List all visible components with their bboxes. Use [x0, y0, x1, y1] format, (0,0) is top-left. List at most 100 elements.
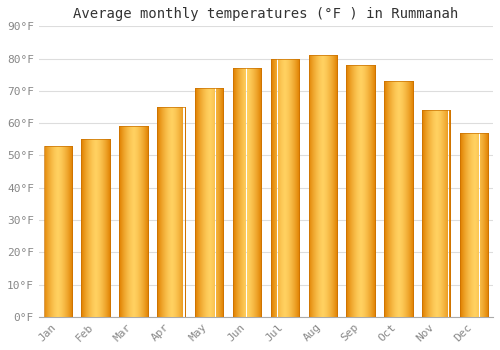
- Bar: [167, 107, 168, 317]
- Bar: [204, 88, 206, 317]
- Bar: [323, 55, 324, 317]
- Bar: [124, 126, 125, 317]
- Bar: [361, 65, 362, 317]
- Bar: [472, 133, 474, 317]
- Bar: [394, 81, 395, 317]
- Bar: [121, 126, 122, 317]
- Bar: [320, 55, 321, 317]
- Bar: [137, 126, 138, 317]
- Bar: [356, 65, 357, 317]
- Bar: [44, 146, 46, 317]
- Bar: [325, 55, 326, 317]
- Bar: [333, 55, 334, 317]
- Bar: [242, 68, 244, 317]
- Bar: [450, 110, 452, 317]
- Bar: [68, 146, 69, 317]
- Bar: [384, 81, 385, 317]
- Bar: [366, 65, 367, 317]
- Bar: [466, 133, 467, 317]
- Bar: [308, 55, 310, 317]
- Bar: [92, 139, 93, 317]
- Bar: [488, 133, 490, 317]
- Bar: [173, 107, 174, 317]
- Bar: [210, 88, 212, 317]
- Bar: [200, 88, 201, 317]
- Bar: [368, 65, 369, 317]
- Bar: [69, 146, 70, 317]
- Bar: [484, 133, 486, 317]
- Bar: [392, 81, 393, 317]
- Bar: [233, 68, 234, 317]
- Bar: [337, 55, 338, 317]
- Bar: [170, 107, 171, 317]
- Bar: [240, 68, 242, 317]
- Bar: [100, 139, 101, 317]
- Bar: [371, 65, 372, 317]
- Bar: [132, 126, 133, 317]
- Bar: [401, 81, 402, 317]
- Bar: [369, 65, 370, 317]
- Bar: [260, 68, 261, 317]
- Bar: [65, 146, 66, 317]
- Bar: [422, 110, 450, 317]
- Bar: [162, 107, 163, 317]
- Bar: [408, 81, 410, 317]
- Bar: [202, 88, 203, 317]
- Bar: [216, 88, 218, 317]
- Bar: [294, 58, 295, 317]
- Bar: [129, 126, 130, 317]
- Bar: [130, 126, 131, 317]
- Bar: [89, 139, 90, 317]
- Bar: [88, 139, 89, 317]
- Bar: [67, 146, 68, 317]
- Bar: [144, 126, 146, 317]
- Bar: [254, 68, 256, 317]
- Bar: [103, 139, 104, 317]
- Bar: [358, 65, 359, 317]
- Bar: [198, 88, 199, 317]
- Bar: [135, 126, 136, 317]
- Bar: [291, 58, 292, 317]
- Bar: [329, 55, 330, 317]
- Bar: [438, 110, 440, 317]
- Bar: [314, 55, 316, 317]
- Bar: [106, 139, 107, 317]
- Bar: [233, 68, 261, 317]
- Bar: [90, 139, 91, 317]
- Bar: [346, 65, 375, 317]
- Bar: [138, 126, 139, 317]
- Bar: [58, 146, 59, 317]
- Bar: [402, 81, 403, 317]
- Bar: [82, 139, 84, 317]
- Bar: [352, 65, 353, 317]
- Bar: [107, 139, 108, 317]
- Bar: [284, 58, 286, 317]
- Bar: [52, 146, 54, 317]
- Bar: [332, 55, 333, 317]
- Bar: [208, 88, 210, 317]
- Bar: [297, 58, 298, 317]
- Bar: [82, 139, 110, 317]
- Bar: [105, 139, 106, 317]
- Bar: [386, 81, 387, 317]
- Bar: [385, 81, 386, 317]
- Bar: [244, 68, 246, 317]
- Bar: [104, 139, 105, 317]
- Bar: [461, 133, 462, 317]
- Bar: [398, 81, 399, 317]
- Bar: [122, 126, 123, 317]
- Bar: [160, 107, 161, 317]
- Bar: [353, 65, 354, 317]
- Bar: [310, 55, 312, 317]
- Bar: [259, 68, 260, 317]
- Bar: [278, 58, 280, 317]
- Bar: [406, 81, 408, 317]
- Bar: [327, 55, 328, 317]
- Bar: [348, 65, 350, 317]
- Bar: [399, 81, 400, 317]
- Bar: [322, 55, 323, 317]
- Bar: [133, 126, 134, 317]
- Bar: [288, 58, 289, 317]
- Bar: [276, 58, 278, 317]
- Bar: [373, 65, 374, 317]
